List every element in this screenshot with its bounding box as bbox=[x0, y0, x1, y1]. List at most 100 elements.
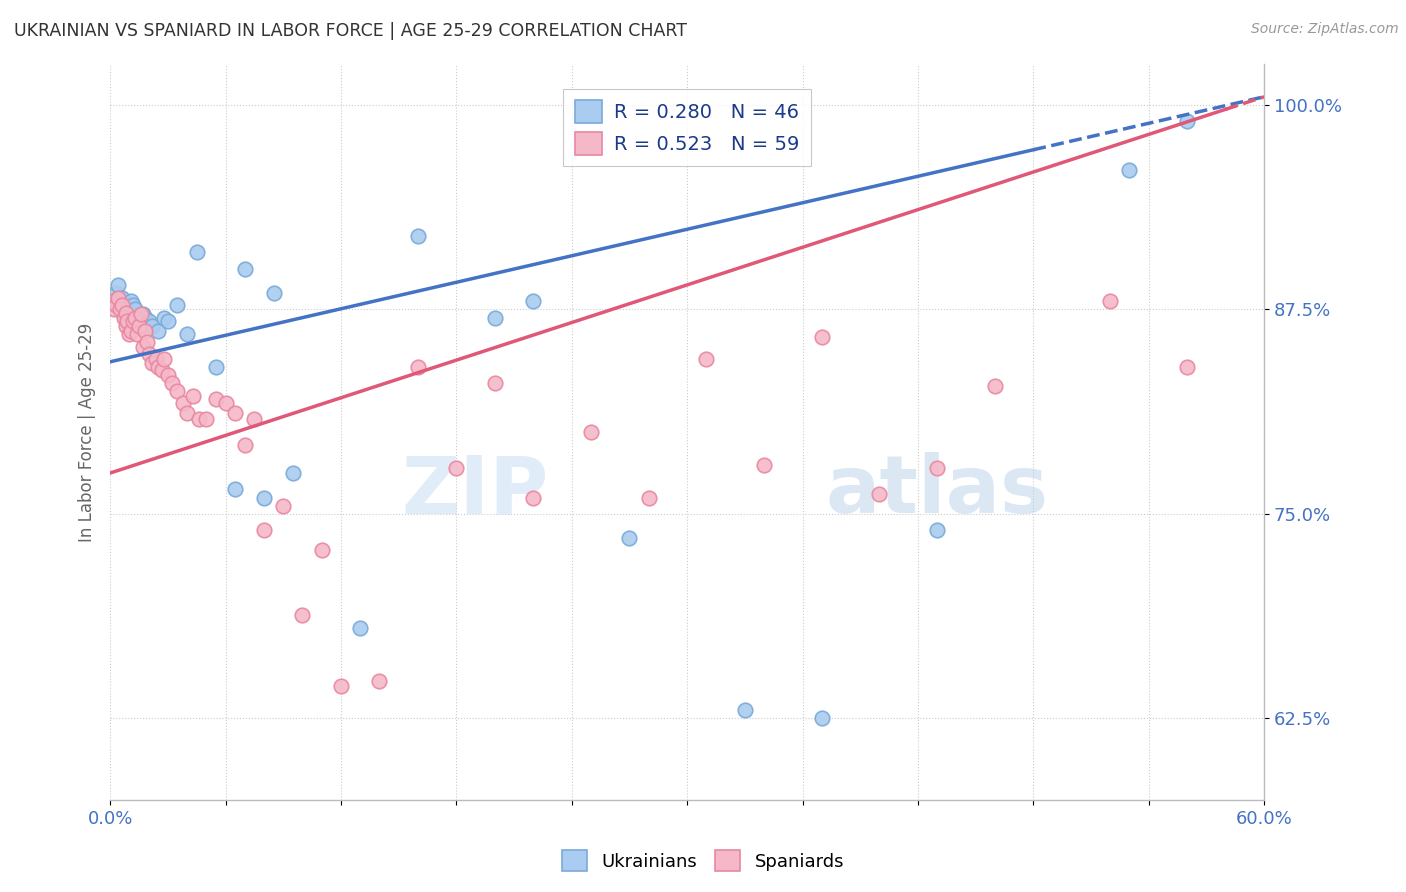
Point bbox=[122, 297, 145, 311]
Point bbox=[111, 291, 134, 305]
Point bbox=[187, 412, 209, 426]
Point bbox=[579, 425, 602, 439]
Point bbox=[114, 314, 136, 328]
Point bbox=[141, 318, 163, 333]
Point bbox=[271, 499, 294, 513]
Point bbox=[1099, 294, 1122, 309]
Point bbox=[112, 302, 135, 317]
Point bbox=[291, 608, 314, 623]
Point bbox=[114, 318, 136, 333]
Point bbox=[101, 294, 124, 309]
Point bbox=[117, 314, 139, 328]
Point bbox=[134, 324, 156, 338]
Point bbox=[1175, 359, 1198, 374]
Point bbox=[695, 351, 717, 366]
Point bbox=[233, 261, 256, 276]
Point bbox=[810, 330, 832, 344]
Point bbox=[253, 491, 276, 505]
Point bbox=[103, 302, 125, 317]
Point bbox=[103, 294, 125, 309]
Point bbox=[111, 297, 134, 311]
Point bbox=[205, 359, 228, 374]
Point bbox=[112, 310, 135, 325]
Text: UKRAINIAN VS SPANIARD IN LABOR FORCE | AGE 25-29 CORRELATION CHART: UKRAINIAN VS SPANIARD IN LABOR FORCE | A… bbox=[14, 22, 688, 40]
Point bbox=[148, 324, 170, 338]
Point bbox=[734, 703, 756, 717]
Point bbox=[868, 487, 890, 501]
Point bbox=[138, 314, 160, 328]
Legend: R = 0.280   N = 46, R = 0.523   N = 59: R = 0.280 N = 46, R = 0.523 N = 59 bbox=[564, 88, 811, 167]
Point bbox=[118, 326, 141, 341]
Point bbox=[125, 326, 148, 341]
Point bbox=[176, 326, 198, 341]
Point bbox=[122, 314, 145, 328]
Point bbox=[153, 351, 176, 366]
Legend: Ukrainians, Spaniards: Ukrainians, Spaniards bbox=[554, 843, 852, 879]
Point bbox=[810, 711, 832, 725]
Point bbox=[172, 395, 194, 409]
Point bbox=[233, 438, 256, 452]
Point bbox=[253, 523, 276, 537]
Point bbox=[145, 351, 167, 366]
Point bbox=[108, 297, 131, 311]
Point bbox=[205, 392, 228, 407]
Point bbox=[311, 543, 333, 558]
Point bbox=[522, 491, 544, 505]
Point bbox=[446, 461, 468, 475]
Point bbox=[108, 302, 131, 317]
Point bbox=[124, 310, 146, 325]
Point bbox=[160, 376, 183, 390]
Point bbox=[124, 302, 146, 317]
Point bbox=[107, 291, 129, 305]
Point bbox=[107, 291, 129, 305]
Point bbox=[522, 294, 544, 309]
Point bbox=[1175, 114, 1198, 128]
Point bbox=[148, 359, 170, 374]
Point bbox=[186, 245, 208, 260]
Text: Source: ZipAtlas.com: Source: ZipAtlas.com bbox=[1251, 22, 1399, 37]
Y-axis label: In Labor Force | Age 25-29: In Labor Force | Age 25-29 bbox=[79, 323, 96, 541]
Point bbox=[129, 307, 152, 321]
Point bbox=[156, 314, 179, 328]
Point bbox=[329, 679, 352, 693]
Point bbox=[128, 314, 150, 328]
Point bbox=[135, 335, 157, 350]
Text: ZIP: ZIP bbox=[401, 452, 548, 530]
Point bbox=[176, 405, 198, 419]
Point bbox=[984, 379, 1007, 393]
Point bbox=[111, 299, 134, 313]
Point bbox=[150, 363, 173, 377]
Point bbox=[368, 673, 391, 688]
Point bbox=[153, 310, 176, 325]
Point bbox=[138, 346, 160, 360]
Point bbox=[104, 297, 127, 311]
Point bbox=[1118, 163, 1140, 178]
Text: atlas: atlas bbox=[825, 452, 1049, 530]
Point bbox=[118, 318, 141, 333]
Point bbox=[263, 286, 285, 301]
Point bbox=[141, 356, 163, 370]
Point bbox=[181, 389, 204, 403]
Point bbox=[107, 277, 129, 292]
Point bbox=[132, 340, 155, 354]
Point bbox=[349, 622, 371, 636]
Point bbox=[120, 294, 142, 309]
Point bbox=[128, 318, 150, 333]
Point bbox=[118, 307, 141, 321]
Point bbox=[406, 359, 429, 374]
Point bbox=[166, 297, 188, 311]
Point bbox=[132, 307, 155, 321]
Point bbox=[224, 405, 246, 419]
Point bbox=[114, 306, 136, 320]
Point bbox=[243, 412, 266, 426]
Point bbox=[108, 302, 131, 317]
Point bbox=[224, 483, 246, 497]
Point bbox=[104, 286, 127, 301]
Point bbox=[752, 458, 775, 472]
Point bbox=[484, 310, 506, 325]
Point bbox=[129, 318, 152, 333]
Point bbox=[134, 310, 156, 325]
Point bbox=[195, 412, 218, 426]
Point bbox=[927, 523, 949, 537]
Point bbox=[637, 491, 659, 505]
